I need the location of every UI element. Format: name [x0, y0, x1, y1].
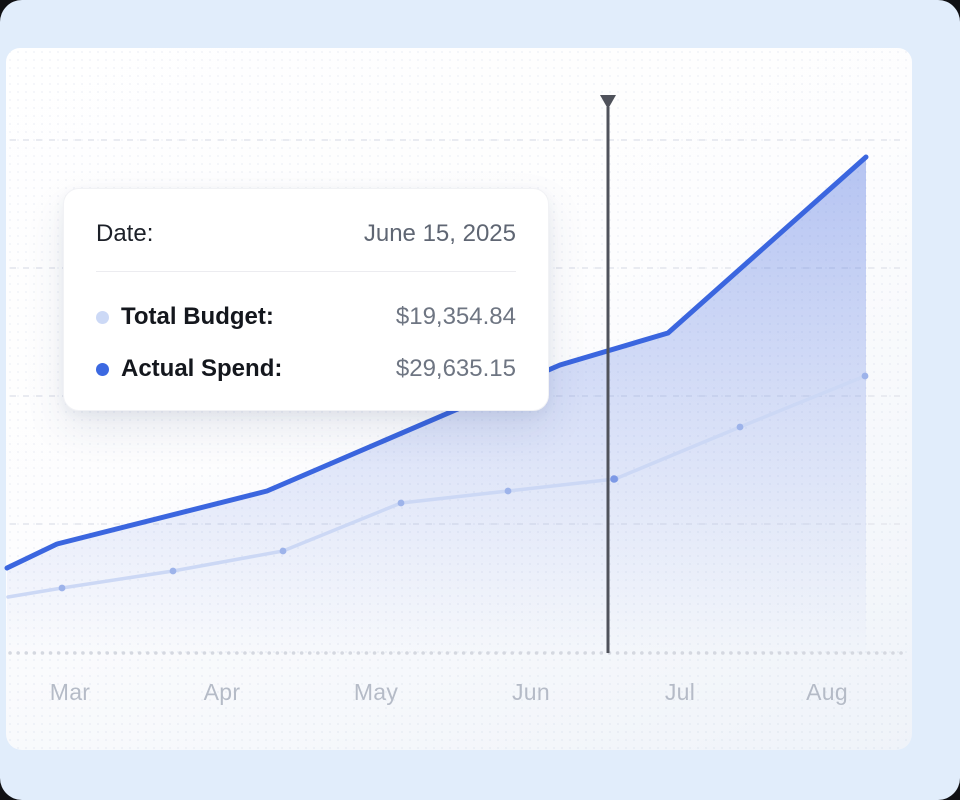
actual-spend-label: Actual Spend: — [121, 355, 283, 382]
actual-spend-dot-icon — [96, 362, 109, 376]
actual-spend-area — [7, 157, 866, 653]
tooltip-divider — [96, 271, 516, 272]
total-budget-value: $19,354.84 — [395, 303, 516, 330]
tooltip-date-value: June 15, 2025 — [363, 220, 516, 247]
total-budget-label: Total Budget: — [121, 303, 274, 330]
total-budget-point[interactable] — [504, 487, 512, 495]
cursor-budget-point[interactable] — [610, 475, 618, 483]
tooltip-date-row: Date: June 15, 2025 — [96, 219, 516, 249]
tooltip-budget-row: Total Budget: $19,354.84 — [96, 302, 516, 332]
total-budget-point[interactable] — [279, 547, 287, 555]
chart-tooltip: Date: June 15, 2025 Total Budget: $19,35… — [63, 188, 549, 411]
total-budget-point[interactable] — [736, 423, 744, 431]
total-budget-point[interactable] — [58, 584, 66, 592]
cursor-arrow-icon[interactable] — [600, 95, 616, 109]
total-budget-point[interactable] — [397, 499, 405, 507]
tooltip-spend-row: Actual Spend: $29,635.15 — [96, 354, 516, 384]
actual-spend-line — [4, 154, 869, 571]
total-budget-point[interactable] — [169, 567, 177, 575]
tooltip-date-label: Date: — [96, 220, 154, 247]
actual-spend-value: $29,635.15 — [395, 355, 516, 382]
total-budget-dot-icon — [96, 310, 109, 324]
total-budget-point[interactable] — [861, 372, 869, 380]
